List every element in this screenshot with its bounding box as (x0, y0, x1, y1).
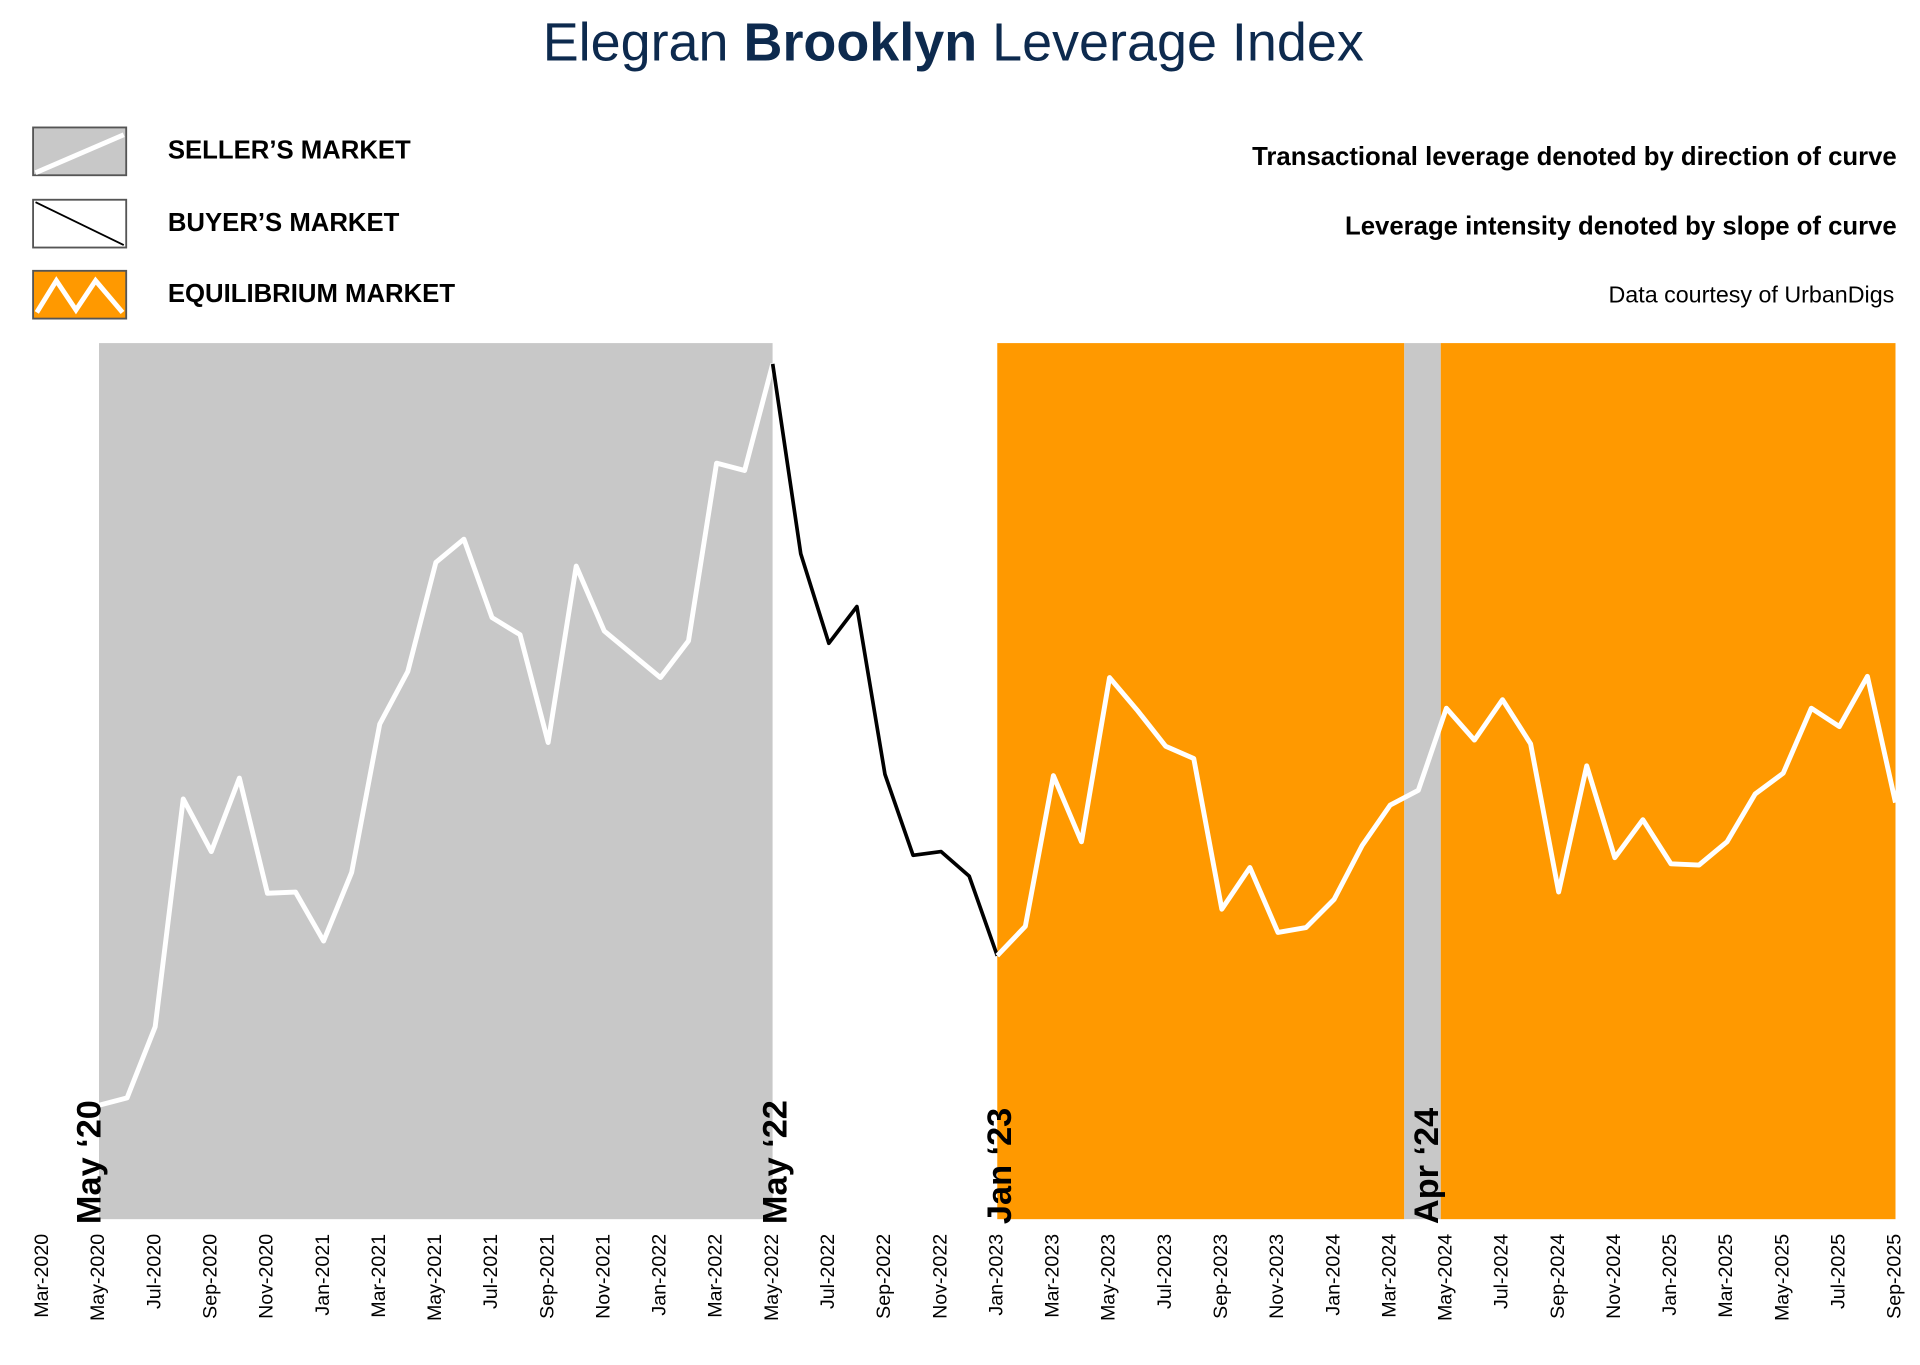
x-tick-label: May-2022 (761, 1234, 783, 1321)
title-prefix: Elegran (543, 13, 729, 73)
region-label: Apr ‘24 (1408, 1108, 1446, 1224)
x-tick-label: Sep-2023 (1210, 1234, 1232, 1319)
legend-icon (34, 276, 125, 315)
x-tick-label: Jan-2023 (985, 1234, 1007, 1316)
x-tick-label: Jul-2023 (1154, 1234, 1176, 1309)
region-label: May ‘22 (757, 1100, 795, 1224)
note: Transactional leverage denoted by direct… (1252, 143, 1897, 171)
x-tick-label: Sep-2020 (199, 1234, 221, 1319)
note: Data courtesy of UrbanDigs (1608, 282, 1894, 308)
data-line (98, 363, 776, 1108)
x-tick-label: Jul-2024 (1491, 1234, 1513, 1309)
x-tick-label: May-2021 (424, 1234, 446, 1321)
x-tick-label: Jan-2024 (1322, 1234, 1344, 1316)
x-tick-label: Mar-2024 (1378, 1234, 1400, 1318)
market-region (99, 343, 773, 1220)
region-label: May ‘20 (71, 1100, 109, 1224)
x-tick-label: Nov-2024 (1603, 1234, 1625, 1319)
legend-icon (35, 201, 125, 246)
data-line (995, 673, 1898, 958)
chart-title: Elegran Brooklyn Leverage Index (543, 13, 1364, 73)
x-tick-label: Jul-2021 (480, 1234, 502, 1309)
x-tick-label: Mar-2023 (1042, 1234, 1064, 1318)
legend-label: BUYER’S MARKET (168, 209, 400, 237)
x-tick-label: Jan-2021 (312, 1234, 334, 1316)
x-tick-label: Mar-2021 (368, 1234, 390, 1318)
x-tick-label: May-2025 (1771, 1234, 1793, 1321)
legend-icon (34, 132, 125, 176)
market-region (1440, 343, 1896, 1220)
x-tick-label: Mar-2022 (705, 1234, 727, 1318)
x-tick-label: Sep-2021 (536, 1234, 558, 1319)
market-region (772, 343, 998, 1220)
market-region (997, 343, 1405, 1220)
x-tick-label: Mar-2020 (31, 1234, 53, 1318)
title-suffix: Leverage Index (992, 13, 1364, 73)
x-tick-label: May-2020 (87, 1234, 109, 1321)
x-tick-label: Jan-2025 (1659, 1234, 1681, 1316)
x-tick-label: May-2024 (1435, 1234, 1457, 1321)
legend-label: EQUILIBRIUM MARKET (168, 280, 455, 308)
x-tick-label: Jul-2022 (817, 1234, 839, 1309)
x-tick-label: Sep-2024 (1547, 1234, 1569, 1319)
x-tick-label: Nov-2023 (1266, 1234, 1288, 1319)
x-tick-label: Sep-2025 (1884, 1234, 1906, 1319)
title-bold: Brooklyn (744, 13, 978, 73)
x-tick-label: Nov-2022 (929, 1234, 951, 1319)
legend-label: SELLER’S MARKET (168, 137, 411, 165)
x-tick-label: May-2023 (1098, 1234, 1120, 1321)
x-tick-label: Mar-2025 (1715, 1234, 1737, 1318)
x-tick-label: Jan-2022 (649, 1234, 671, 1316)
region-label: Jan ‘23 (981, 1108, 1019, 1224)
x-tick-label: Nov-2020 (256, 1234, 278, 1319)
x-tick-label: Jul-2025 (1828, 1234, 1850, 1309)
plot-area (99, 343, 1896, 1220)
x-tick-label: Sep-2022 (873, 1234, 895, 1319)
x-tick-label: Jul-2020 (143, 1234, 165, 1309)
data-line (770, 363, 999, 957)
note: Leverage intensity denoted by slope of c… (1345, 213, 1897, 241)
x-tick-label: Nov-2021 (592, 1234, 614, 1319)
